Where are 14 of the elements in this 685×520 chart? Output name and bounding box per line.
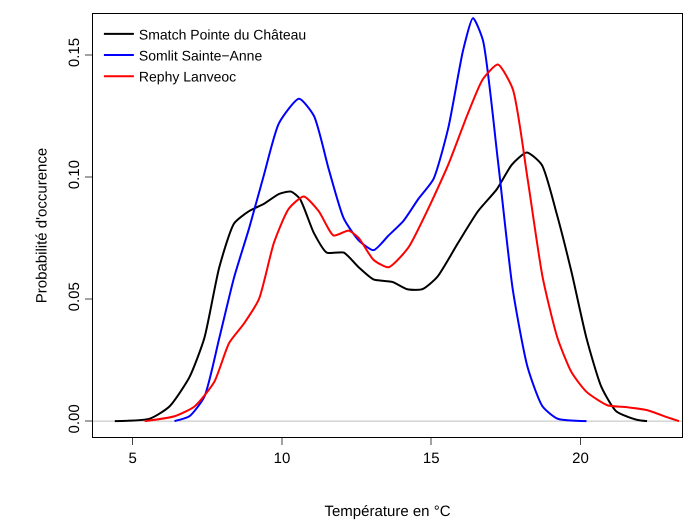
legend-label: Somlit Sainte−Anne <box>138 47 262 64</box>
x-tick-label: 15 <box>422 450 440 467</box>
y-tick-label: 0.00 <box>66 404 83 434</box>
x-tick-label: 20 <box>572 450 589 467</box>
line-series <box>114 151 648 422</box>
y-tick-label: 0.15 <box>66 38 83 68</box>
y-tick-label: 0.10 <box>66 160 83 190</box>
legend-label: Smatch Pointe du Château <box>138 26 306 42</box>
y-axis-title: Probabilité d'occurence <box>33 148 50 304</box>
legend-label: Rephy Lanveoc <box>138 68 236 85</box>
x-tick-label: 5 <box>128 450 137 467</box>
y-tick-label: 0.05 <box>66 282 83 312</box>
x-tick-label: 10 <box>274 450 290 467</box>
x-axis-title: Température en °C <box>324 503 451 520</box>
